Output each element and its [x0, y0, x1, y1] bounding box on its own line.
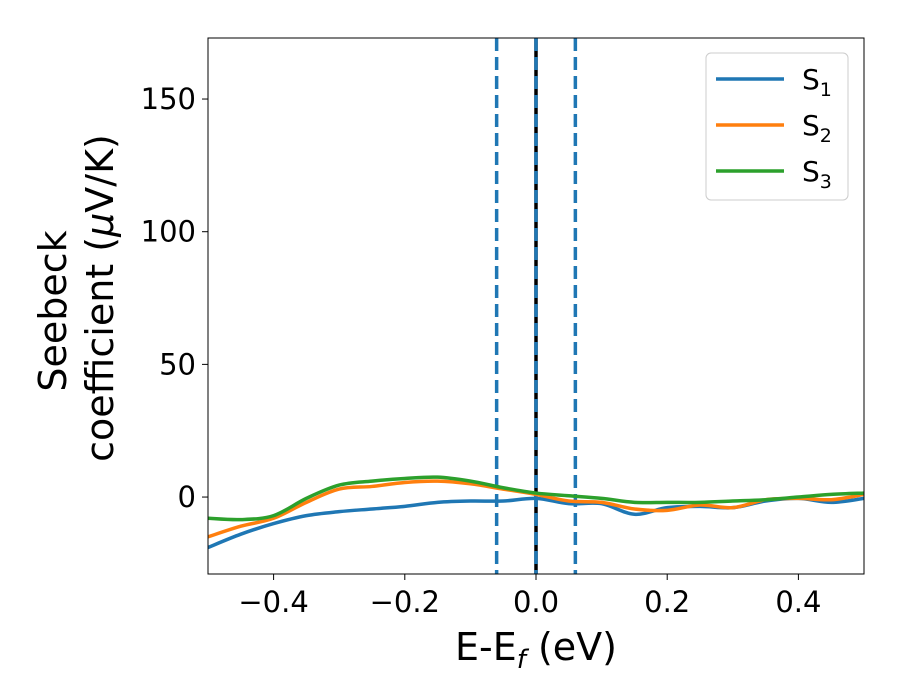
- x-tick-label: −0.2: [370, 585, 440, 619]
- legend-label-s2: S2: [802, 109, 832, 147]
- x-axis-title-main: E-E: [455, 625, 517, 669]
- y-axis-ticks: 0 50 100 150: [141, 82, 208, 514]
- series-lines: [208, 475, 864, 550]
- y-tick-label: 100: [141, 215, 196, 249]
- y-tick-label: 50: [159, 347, 196, 381]
- x-axis-title: E-Ef (eV): [455, 625, 617, 675]
- x-tick-label: −0.4: [238, 585, 308, 619]
- x-tick-label: 0.4: [775, 585, 821, 619]
- vertical-reference-lines: [494, 38, 578, 574]
- x-tick-label: 0.0: [513, 585, 559, 619]
- y-tick-label: 150: [141, 82, 196, 116]
- legend-label-s1: S1: [802, 63, 832, 101]
- y-axis-title-line2-tail: V/K): [78, 134, 122, 213]
- legend: S1 S2 S3: [705, 52, 849, 201]
- y-axis-title-mu: μ: [78, 213, 122, 238]
- series-line-s3: [208, 475, 864, 522]
- y-axis-title: Seebeck coefficient (μV/K): [31, 134, 122, 462]
- legend-label-s3: S3: [802, 155, 832, 193]
- y-axis-title-line2-main: coefficient (: [78, 237, 122, 462]
- y-tick-label: 0: [178, 480, 196, 514]
- y-axis-title-line1: Seebeck: [31, 230, 75, 391]
- x-tick-label: 0.2: [644, 585, 690, 619]
- x-axis-ticks: −0.4 −0.2 0.0 0.2 0.4: [238, 574, 821, 619]
- y-axis-title-line2: coefficient (μV/K): [78, 134, 122, 462]
- x-axis-title-tail: (eV): [526, 625, 617, 669]
